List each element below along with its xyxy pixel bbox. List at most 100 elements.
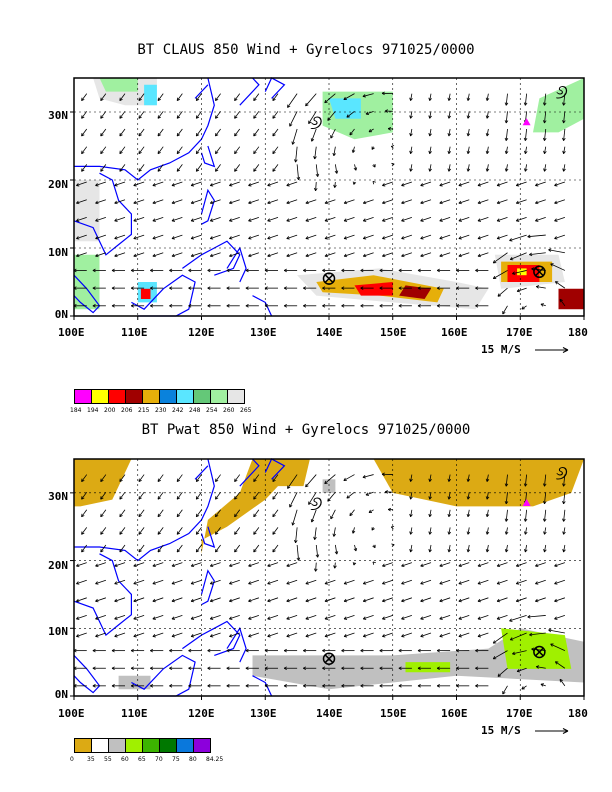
wind-vector: [477, 579, 489, 585]
coastline: [73, 172, 132, 256]
wind-arrowhead: [447, 531, 452, 535]
wind-arrowhead: [207, 268, 211, 273]
wind-arrowhead: [286, 598, 290, 603]
wind-arrowhead: [390, 525, 395, 530]
wind-arrowhead: [267, 563, 271, 568]
wind-arrowhead: [382, 581, 386, 585]
wind-arrowhead: [353, 167, 358, 171]
wind-vector: [352, 527, 355, 534]
tropical-cyclone-icon: ୬: [310, 110, 323, 134]
wind-vector: [76, 234, 87, 239]
wind-vector: [535, 562, 546, 567]
wind-arrowhead: [477, 218, 481, 222]
wind-vector: [324, 597, 336, 602]
wind-arrowhead: [209, 218, 214, 222]
wind-arrowhead: [343, 581, 348, 585]
wind-arrowhead: [324, 634, 328, 638]
wind-arrowhead: [382, 598, 386, 603]
wind-arrowhead: [554, 218, 558, 222]
panel1-colorbar: [74, 389, 245, 404]
wind-arrowhead: [492, 640, 497, 644]
wind-arrowhead: [439, 218, 443, 222]
wind-arrowhead: [188, 684, 192, 688]
panel2-colorbar-tick-label: 70: [155, 756, 163, 763]
wind-arrowhead: [100, 115, 104, 119]
wind-vector: [229, 252, 240, 257]
wind-arrowhead: [543, 150, 547, 154]
wind-arrowhead: [190, 616, 195, 620]
wind-vector: [524, 527, 528, 535]
wind-vector: [486, 509, 489, 517]
wind-arrowhead: [436, 304, 440, 308]
wind-vector: [195, 93, 202, 101]
wind-arrowhead: [119, 548, 123, 553]
wind-arrowhead: [111, 648, 115, 653]
panel2-colorbar-tick-label: 55: [104, 756, 112, 763]
wind-vector: [114, 217, 126, 222]
wind-arrowhead: [485, 133, 490, 137]
wind-vector: [524, 93, 528, 106]
wind-arrowhead: [485, 115, 490, 119]
wind-arrowhead: [554, 598, 558, 603]
wind-arrowhead: [524, 168, 528, 172]
wind-vector: [138, 509, 145, 518]
wind-arrowhead: [267, 218, 271, 222]
wind-arrowhead: [362, 616, 367, 620]
wind-vector: [516, 579, 527, 585]
panel1-colorbar-tick-label: 242: [172, 407, 184, 414]
lon-label-120e-p2: 120E: [188, 707, 215, 720]
lon-label-110e-p2: 110E: [121, 707, 148, 720]
wind-arrowhead: [368, 509, 373, 513]
wind-vector: [133, 597, 145, 602]
wind-vector: [509, 615, 527, 622]
wind-arrowhead: [322, 304, 326, 308]
wind-vector: [308, 491, 317, 505]
wind-arrowhead: [485, 513, 490, 518]
wind-arrowhead: [334, 170, 339, 174]
wind-vector: [296, 544, 299, 561]
wind-vector: [401, 252, 413, 257]
wind-arrowhead: [540, 683, 544, 687]
wind-vector: [527, 615, 546, 618]
wind-arrowhead: [267, 634, 271, 638]
panel1-colorbar-swatch: [74, 389, 92, 404]
wind-vector: [176, 164, 183, 172]
wind-arrowhead: [215, 115, 219, 119]
wind-vector: [496, 234, 508, 239]
wind-arrowhead: [248, 616, 252, 620]
wind-vector: [76, 217, 87, 222]
wind-vector: [362, 93, 374, 97]
wind-vector: [458, 252, 470, 257]
wind-arrowhead: [382, 218, 386, 222]
wind-vector: [114, 181, 126, 186]
wind-arrowhead: [267, 581, 271, 585]
wind-vector: [467, 544, 470, 553]
wind-vector: [292, 128, 298, 145]
wind-arrowhead: [466, 115, 471, 119]
wind-arrowhead: [458, 598, 462, 603]
wind-arrowhead: [327, 498, 331, 502]
wind-arrowhead: [150, 304, 154, 308]
wind-arrowhead: [234, 531, 238, 535]
wind-arrowhead: [554, 281, 559, 285]
wind-arrowhead: [447, 150, 452, 154]
wind-vector: [467, 492, 470, 500]
wind-arrowhead: [176, 496, 181, 500]
wind-vector: [286, 615, 298, 620]
wind-vector: [305, 474, 317, 488]
wind-vector: [429, 474, 432, 482]
wind-arrowhead: [303, 666, 307, 671]
wind-arrowhead: [92, 268, 96, 273]
wind-arrowhead: [207, 304, 211, 308]
wind-vector: [559, 299, 566, 307]
wind-arrowhead: [303, 286, 307, 290]
moisture-region: [405, 662, 451, 673]
wind-vector: [365, 491, 374, 496]
wind-vector: [362, 474, 374, 478]
wind-arrowhead: [215, 513, 219, 518]
wind-arrowhead: [291, 141, 295, 145]
wind-vector: [76, 562, 87, 567]
wind-vector: [563, 128, 566, 141]
wind-arrowhead: [458, 218, 462, 222]
wind-arrowhead: [119, 513, 123, 518]
